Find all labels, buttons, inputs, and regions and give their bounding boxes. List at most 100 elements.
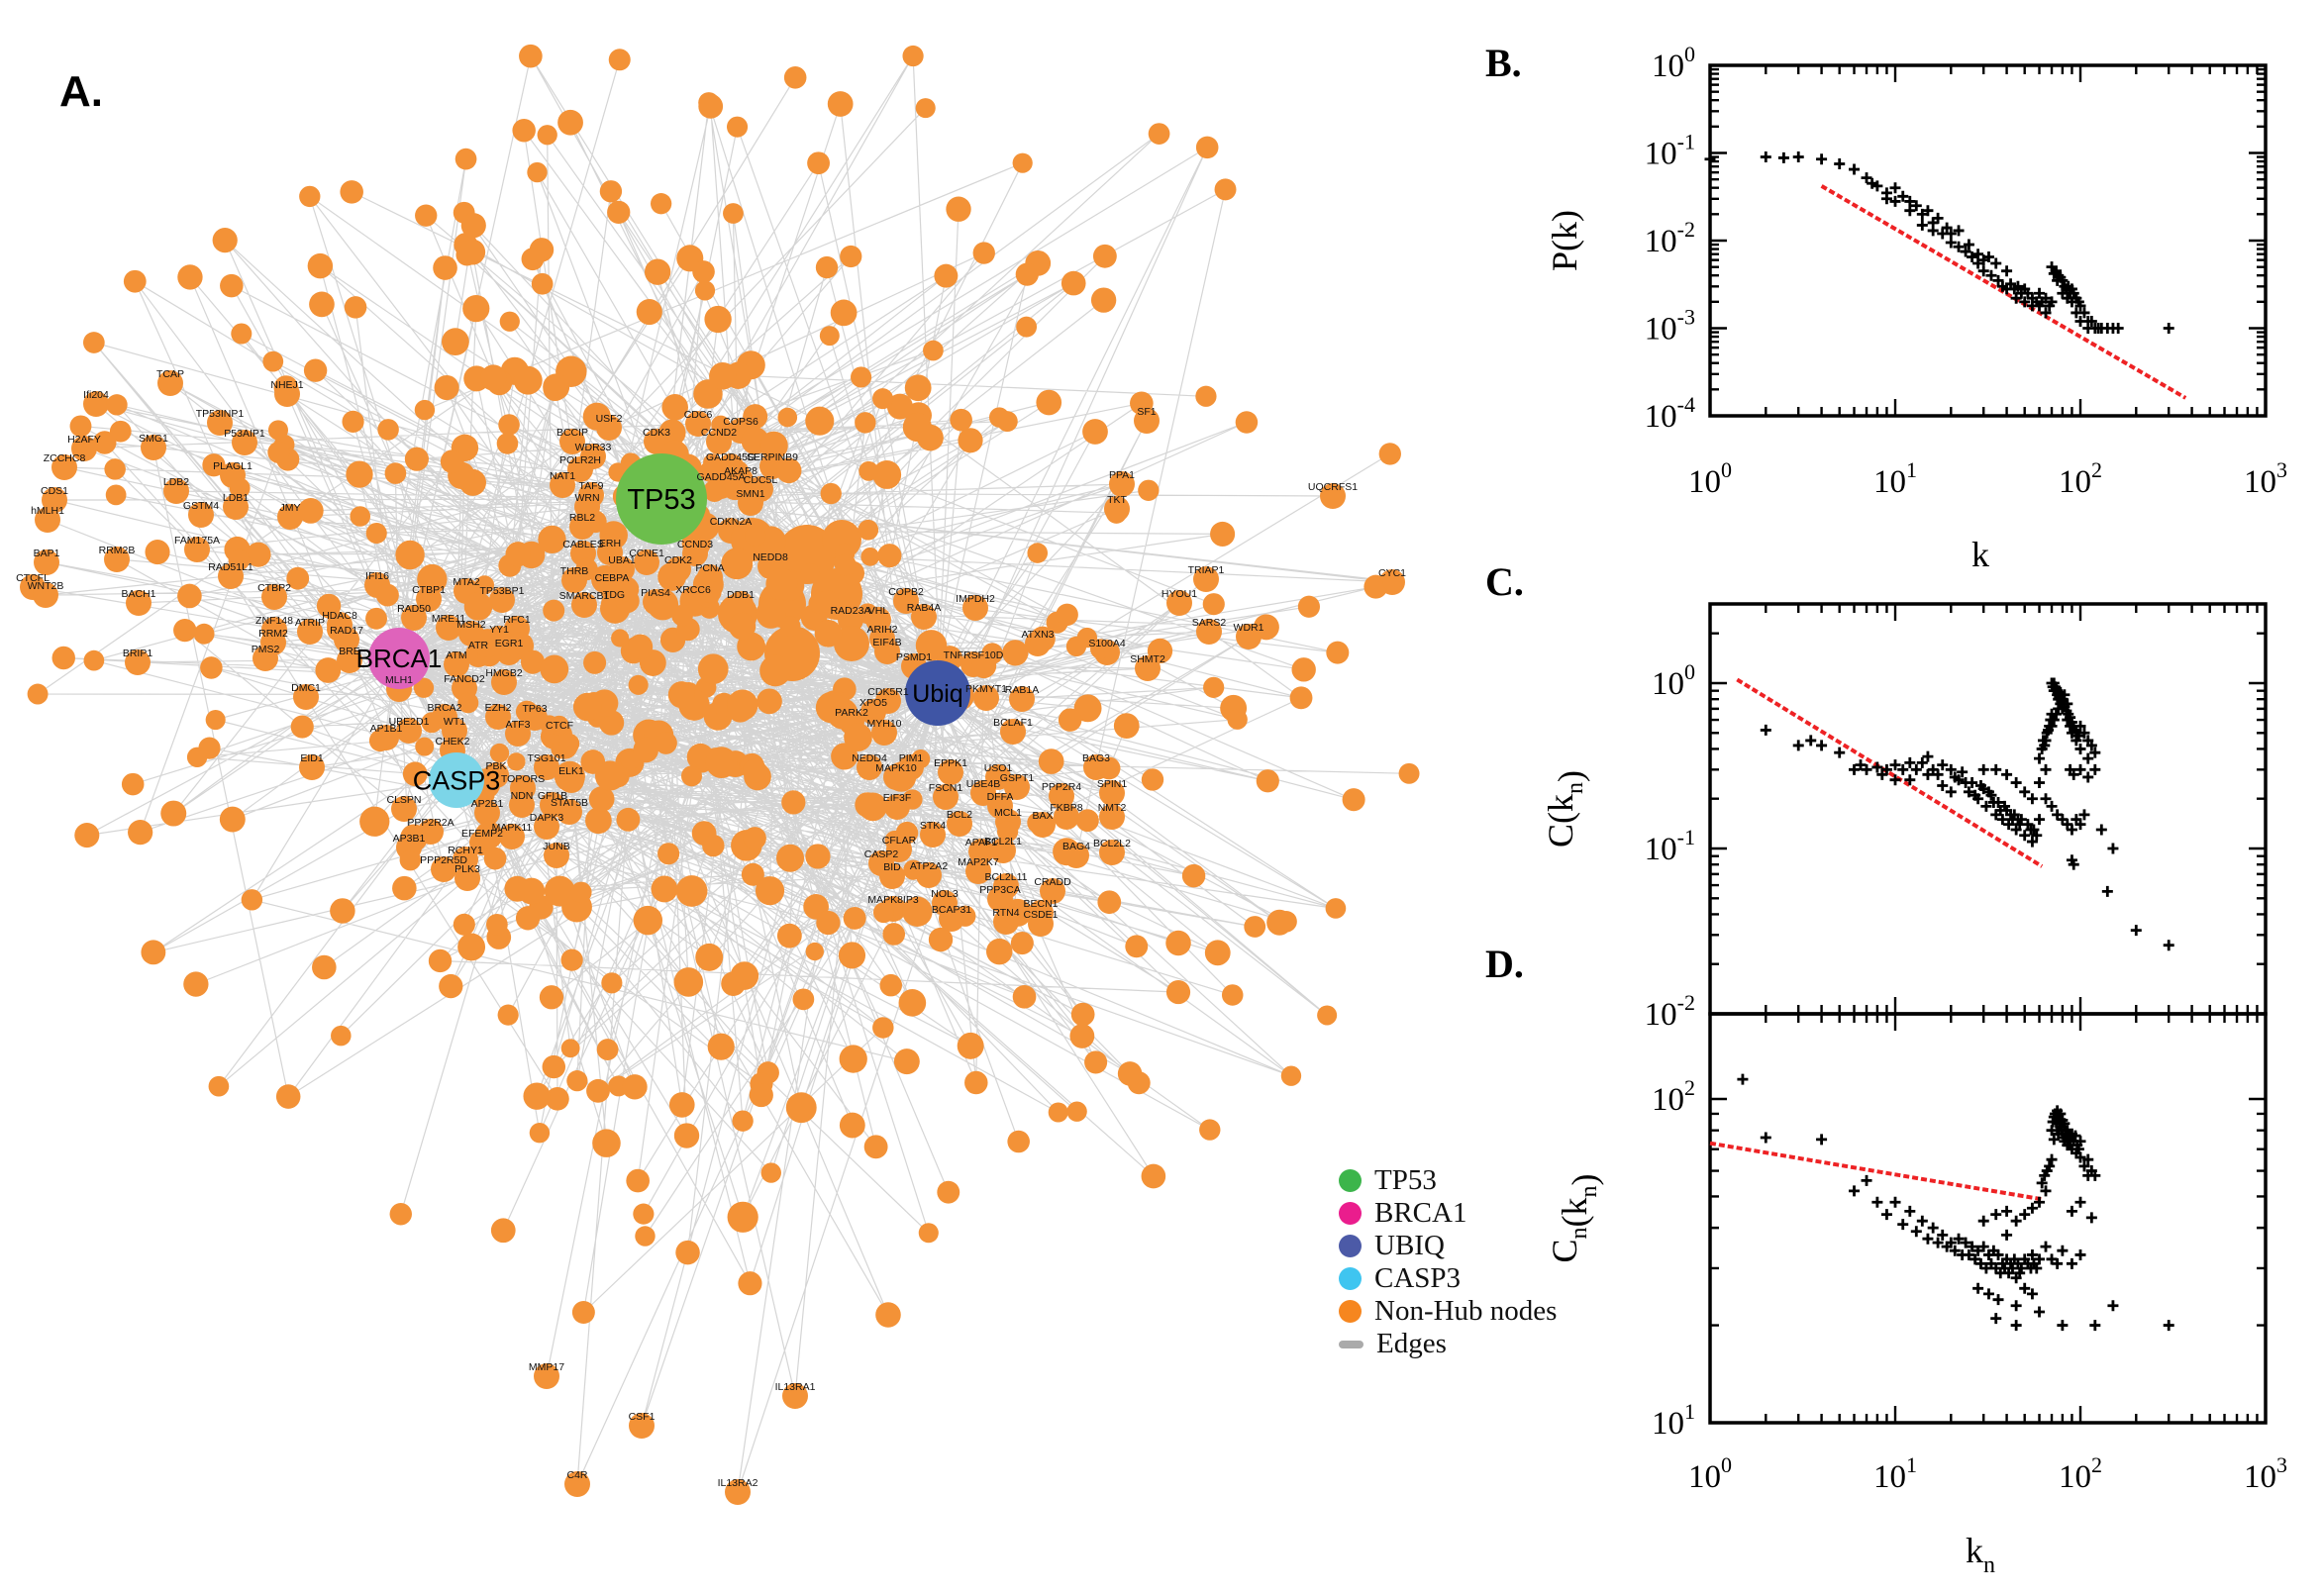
node-label: BRCA2 — [427, 702, 461, 714]
axis-ticks — [1708, 63, 2268, 418]
non-hub-node — [839, 1112, 865, 1139]
non-hub-node — [566, 1070, 588, 1092]
node-label: SARS2 — [1192, 617, 1227, 629]
x-axis-label: k — [1971, 535, 1989, 574]
non-hub-node — [344, 296, 367, 319]
non-hub-node — [277, 504, 303, 530]
non-hub-node — [872, 460, 902, 489]
hub-node-tp53 — [616, 453, 707, 545]
non-hub-node — [42, 487, 67, 513]
node-label: COPS6 — [723, 416, 758, 428]
non-hub-node — [628, 674, 649, 695]
chart-panel-b: 100 10-1 10-2 10-3 10-4 100 101 102 103 k P(k) — [1545, 42, 2287, 574]
non-hub-node — [698, 93, 724, 119]
non-hub-node — [141, 435, 166, 460]
non-hub-node — [886, 393, 913, 420]
non-hub-node — [125, 649, 151, 675]
non-hub-node — [1165, 930, 1191, 956]
non-hub-node — [375, 583, 399, 607]
non-hub-node — [1056, 603, 1078, 627]
non-hub-node — [584, 510, 607, 534]
non-hub-node — [1060, 270, 1086, 296]
non-hub-node — [498, 414, 520, 436]
non-hub-node — [428, 948, 453, 973]
non-hub-node — [1221, 984, 1244, 1006]
non-hub-node — [1012, 984, 1037, 1009]
hub-node-casp3 — [429, 752, 484, 808]
non-hub-node — [745, 525, 766, 547]
node-label: CEBPA — [595, 572, 630, 584]
non-hub-node — [202, 453, 226, 477]
legend-item-ubiq: UBIQ — [1339, 1232, 1557, 1260]
non-hub-node — [309, 291, 335, 318]
node-label: WDR1 — [1234, 622, 1264, 634]
non-hub-node — [816, 910, 841, 936]
node-label: CTCF — [546, 720, 573, 732]
non-hub-node — [875, 1302, 901, 1328]
non-hub-node — [877, 544, 902, 568]
non-hub-node — [965, 858, 991, 884]
node-label: CHEK2 — [435, 736, 469, 748]
non-hub-node — [765, 568, 798, 600]
non-hub-node — [106, 394, 128, 416]
non-hub-node — [69, 415, 92, 438]
non-hub-node — [183, 971, 209, 997]
non-hub-node — [219, 806, 246, 833]
non-hub-node — [601, 972, 623, 994]
non-hub-node — [474, 821, 503, 849]
non-hub-node — [1015, 262, 1039, 286]
non-hub-node — [557, 109, 583, 136]
non-hub-node — [1076, 627, 1098, 648]
legend-item-nonhub: Non-Hub nodes — [1339, 1297, 1557, 1326]
non-hub-node — [433, 255, 457, 280]
node-label: ATR — [468, 640, 489, 651]
node-label: PLK3 — [454, 863, 480, 875]
non-hub-node — [596, 1039, 619, 1060]
node-label: CLSPN — [386, 794, 421, 806]
non-hub-node — [588, 786, 615, 813]
node-label: ATRIP — [295, 617, 325, 629]
node-label: UQCRFS1 — [1308, 481, 1358, 493]
legend-item-brca1: BRCA1 — [1339, 1199, 1557, 1228]
non-hub-node — [957, 1032, 984, 1059]
non-hub-node — [1109, 471, 1135, 497]
node-label: MAPK8IP3 — [867, 894, 919, 906]
node-label: CFLAR — [882, 835, 917, 847]
non-hub-node — [937, 1180, 960, 1204]
non-hub-node — [814, 619, 843, 648]
node-label: WDR33 — [575, 442, 612, 453]
non-hub-node — [1147, 638, 1173, 664]
non-hub-node — [1181, 863, 1206, 888]
non-hub-node — [220, 273, 244, 298]
non-hub-node — [200, 656, 223, 679]
non-hub-node — [608, 49, 631, 71]
non-hub-node — [820, 482, 842, 505]
non-hub-node — [83, 649, 105, 671]
legend-item-tp53: TP53 — [1339, 1166, 1557, 1195]
node-dot-icon — [1339, 1169, 1362, 1192]
non-hub-node — [776, 457, 802, 484]
non-hub-node — [629, 1413, 655, 1439]
non-hub-node — [121, 772, 145, 796]
axis-box — [1708, 602, 2268, 1016]
non-hub-node — [583, 650, 607, 674]
non-hub-node — [177, 264, 203, 290]
non-hub-node — [743, 758, 767, 783]
non-hub-node — [839, 1045, 867, 1073]
non-hub-node — [805, 406, 835, 436]
non-hub-node — [1070, 1002, 1095, 1027]
node-label: ZCCHC8 — [44, 452, 86, 464]
non-hub-node — [1214, 178, 1237, 201]
y-tick-label: 10-1 — [1645, 825, 1695, 867]
non-hub-node — [635, 1226, 656, 1247]
non-hub-node — [634, 549, 659, 575]
non-hub-node — [668, 1092, 695, 1118]
non-hub-node — [534, 1363, 559, 1389]
legend-label: TP53 — [1374, 1164, 1437, 1196]
power-law-fit-line — [1736, 677, 2044, 868]
non-hub-node — [934, 263, 959, 288]
node-label: COPB2 — [888, 586, 924, 598]
non-hub-node — [531, 272, 554, 295]
non-hub-node — [513, 365, 543, 395]
